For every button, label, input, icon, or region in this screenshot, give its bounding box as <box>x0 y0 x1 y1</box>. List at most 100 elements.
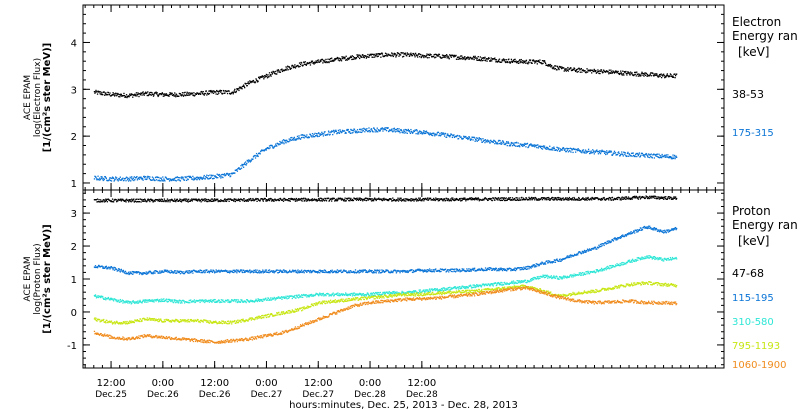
data-point <box>376 127 378 129</box>
data-point <box>293 136 296 139</box>
data-point <box>138 176 140 179</box>
data-point <box>273 200 275 202</box>
data-point <box>437 200 440 202</box>
data-point <box>413 130 416 133</box>
data-point <box>102 94 104 96</box>
data-point <box>120 200 123 202</box>
data-point <box>156 176 159 179</box>
data-point <box>592 69 594 72</box>
data-point <box>110 180 113 182</box>
data-point <box>162 176 164 178</box>
data-point <box>524 142 526 145</box>
data-point <box>129 199 131 201</box>
data-point <box>600 151 602 153</box>
data-point <box>329 198 332 200</box>
data-point <box>337 199 339 201</box>
data-point <box>591 72 593 74</box>
data-point <box>376 270 378 272</box>
data-point <box>359 197 361 199</box>
data-point <box>597 150 599 153</box>
data-point <box>201 269 203 272</box>
data-point <box>159 199 161 201</box>
data-point <box>547 65 549 67</box>
data-point <box>368 127 370 129</box>
data-point <box>419 130 421 133</box>
data-point <box>628 153 631 155</box>
data-point <box>314 270 316 272</box>
data-point <box>466 198 468 201</box>
data-point <box>176 94 178 96</box>
data-point <box>230 198 232 200</box>
data-point <box>179 273 182 275</box>
data-point <box>97 90 99 92</box>
data-point <box>285 271 287 273</box>
data-point <box>100 199 102 201</box>
data-point <box>464 58 466 61</box>
data-point <box>649 153 651 156</box>
data-point <box>104 176 106 178</box>
data-point <box>293 66 296 68</box>
data-point <box>208 200 210 203</box>
data-point <box>220 177 222 179</box>
data-point <box>425 271 428 273</box>
data-point <box>106 267 109 269</box>
data-point <box>422 55 425 57</box>
data-point <box>102 178 104 180</box>
data-point <box>107 198 110 200</box>
data-point <box>473 199 476 201</box>
data-point <box>283 139 286 141</box>
data-point <box>129 273 131 275</box>
data-point <box>590 249 592 251</box>
data-point <box>239 168 242 170</box>
data-point <box>327 271 330 273</box>
data-point <box>329 133 331 135</box>
data-point <box>651 157 653 159</box>
data-point <box>440 132 443 134</box>
data-point <box>645 73 648 75</box>
data-point <box>332 133 334 136</box>
data-point <box>348 270 350 272</box>
data-point <box>158 176 160 179</box>
data-point <box>625 70 627 73</box>
data-point <box>658 229 660 231</box>
data-point <box>180 198 182 201</box>
data-point <box>391 128 393 130</box>
data-point <box>484 56 486 58</box>
data-point <box>632 231 634 234</box>
data-point <box>105 266 107 269</box>
data-point <box>99 93 101 95</box>
data-point <box>119 271 121 273</box>
data-point <box>185 94 187 97</box>
data-point <box>238 270 240 273</box>
data-point <box>406 130 408 132</box>
data-point <box>468 58 471 60</box>
data-point <box>493 197 495 199</box>
data-point <box>629 232 632 234</box>
data-point <box>204 200 206 202</box>
data-point <box>190 93 192 95</box>
data-point <box>120 94 122 97</box>
data-point <box>526 142 529 145</box>
data-point <box>213 200 215 202</box>
data-point <box>252 270 254 273</box>
data-point <box>520 267 522 269</box>
data-point <box>186 91 188 93</box>
data-point <box>593 197 595 199</box>
data-point <box>98 199 100 201</box>
data-point <box>572 147 575 150</box>
data-point <box>659 197 662 200</box>
data-point <box>381 53 384 55</box>
data-point <box>471 269 474 271</box>
data-point <box>210 200 212 203</box>
data-point <box>565 68 567 70</box>
data-point <box>582 251 584 253</box>
data-point <box>448 58 450 60</box>
data-point <box>267 271 269 273</box>
data-point <box>623 151 625 154</box>
data-point <box>335 200 337 202</box>
data-point <box>627 71 629 73</box>
data-point <box>505 199 507 202</box>
data-point <box>627 197 629 200</box>
data-point <box>552 199 555 201</box>
data-point <box>365 271 367 273</box>
